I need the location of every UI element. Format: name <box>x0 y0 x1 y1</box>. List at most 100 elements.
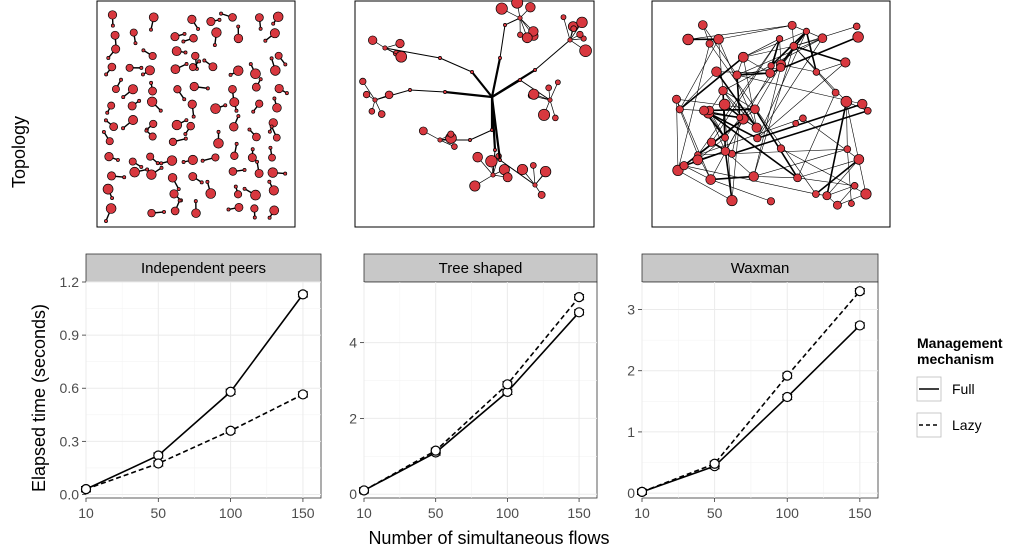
legend-label-lazy: Lazy <box>952 417 982 433</box>
topology-edge <box>780 64 817 73</box>
topology-node <box>229 122 239 132</box>
topology-node <box>187 14 197 24</box>
topology-node <box>127 101 137 111</box>
topology-node <box>753 134 762 143</box>
topology-node <box>860 188 872 200</box>
topology-edge <box>743 38 780 58</box>
topology-edge <box>736 75 741 118</box>
topology-node <box>110 23 115 28</box>
panel-waxman: Waxman 10 50 100 150 0 1 2 3 <box>627 253 879 521</box>
topology-node <box>229 97 240 108</box>
data-point-lazy <box>573 292 585 303</box>
topology-node <box>767 62 775 70</box>
topology-node <box>576 30 584 39</box>
topology-node <box>228 72 233 77</box>
topology-node <box>789 41 798 51</box>
x-tick-label: 50 <box>151 505 167 521</box>
topology-node <box>521 32 533 44</box>
topology-node <box>418 126 428 136</box>
topology-edge <box>716 71 771 74</box>
topology-node <box>368 35 378 45</box>
topology-node <box>158 108 163 113</box>
topology-node <box>216 129 221 134</box>
x-tick-label: 100 <box>776 505 800 521</box>
topology-node <box>372 97 378 103</box>
topology-edge <box>757 31 807 139</box>
topology-node <box>176 187 181 191</box>
topology-edge <box>679 39 719 110</box>
topology-node <box>377 110 386 118</box>
topology-node <box>105 137 114 146</box>
y-tick-label: 0 <box>627 485 635 501</box>
topology-node <box>233 65 244 76</box>
topology-node <box>181 160 186 164</box>
topology-node <box>720 146 731 156</box>
topology-node <box>171 119 183 131</box>
topology-node <box>102 183 114 195</box>
topology-node <box>110 30 120 40</box>
topology-node <box>560 14 567 21</box>
topology-edge <box>534 39 571 71</box>
y-tick-label: 0 <box>349 486 357 502</box>
topology-node <box>189 33 198 43</box>
topology-tree-shaped <box>354 0 595 228</box>
topology-node <box>107 62 117 72</box>
topology-node <box>205 188 217 199</box>
topology-edge <box>679 109 699 156</box>
topology-node <box>208 62 218 72</box>
x-tick-label: 10 <box>356 505 372 521</box>
topology-node <box>149 80 154 85</box>
topology-node <box>129 166 140 178</box>
topology-edge <box>697 118 744 156</box>
topology-node <box>149 27 153 32</box>
topology-node <box>799 114 807 123</box>
topology-node <box>129 28 138 37</box>
topology-node <box>252 132 261 142</box>
topology-edge <box>499 24 506 59</box>
topology-node <box>447 130 455 138</box>
series-line-full <box>85 293 304 490</box>
topology-node <box>211 27 222 38</box>
legend: Management mechanism Full Lazy <box>916 335 1003 438</box>
topology-node <box>146 152 155 161</box>
topology-edge <box>797 159 859 179</box>
topology-node <box>236 114 241 119</box>
topology-node <box>765 68 775 78</box>
data-point-lazy <box>854 286 865 297</box>
topology-node <box>576 16 588 29</box>
plot-area <box>641 281 879 499</box>
topology-edge <box>702 24 738 76</box>
x-tick-label: 100 <box>496 505 520 521</box>
topology-edge <box>492 156 499 176</box>
topology-node <box>104 72 109 77</box>
legend-label-full: Full <box>952 381 975 397</box>
topology-node <box>384 90 394 100</box>
topology-node <box>750 104 760 115</box>
topology-node <box>470 70 474 74</box>
topology-node <box>532 182 538 188</box>
topology-edge <box>469 129 493 141</box>
topology-node <box>252 215 257 220</box>
topology-node <box>451 143 458 150</box>
topology-edge <box>688 25 793 40</box>
topology-node <box>547 97 553 103</box>
topology-node <box>539 165 552 178</box>
topology-node <box>368 108 376 115</box>
topology-node <box>502 172 513 183</box>
topology-node <box>111 44 121 54</box>
series-line-full <box>641 324 861 493</box>
topology-node <box>713 34 724 45</box>
topology-node <box>233 184 238 189</box>
legend-title-line1: Management <box>917 335 1003 351</box>
topology-node <box>267 129 272 134</box>
y-tick-label: 0.9 <box>60 327 80 343</box>
topology-node <box>258 77 263 82</box>
topology-edge <box>490 96 502 161</box>
topology-node <box>234 108 239 113</box>
topology-node <box>251 109 256 114</box>
x-tick-label: 150 <box>567 505 591 521</box>
topology-edge <box>409 89 446 93</box>
topology-node <box>732 70 742 80</box>
data-point-full <box>225 386 236 397</box>
topology-node <box>121 126 125 131</box>
